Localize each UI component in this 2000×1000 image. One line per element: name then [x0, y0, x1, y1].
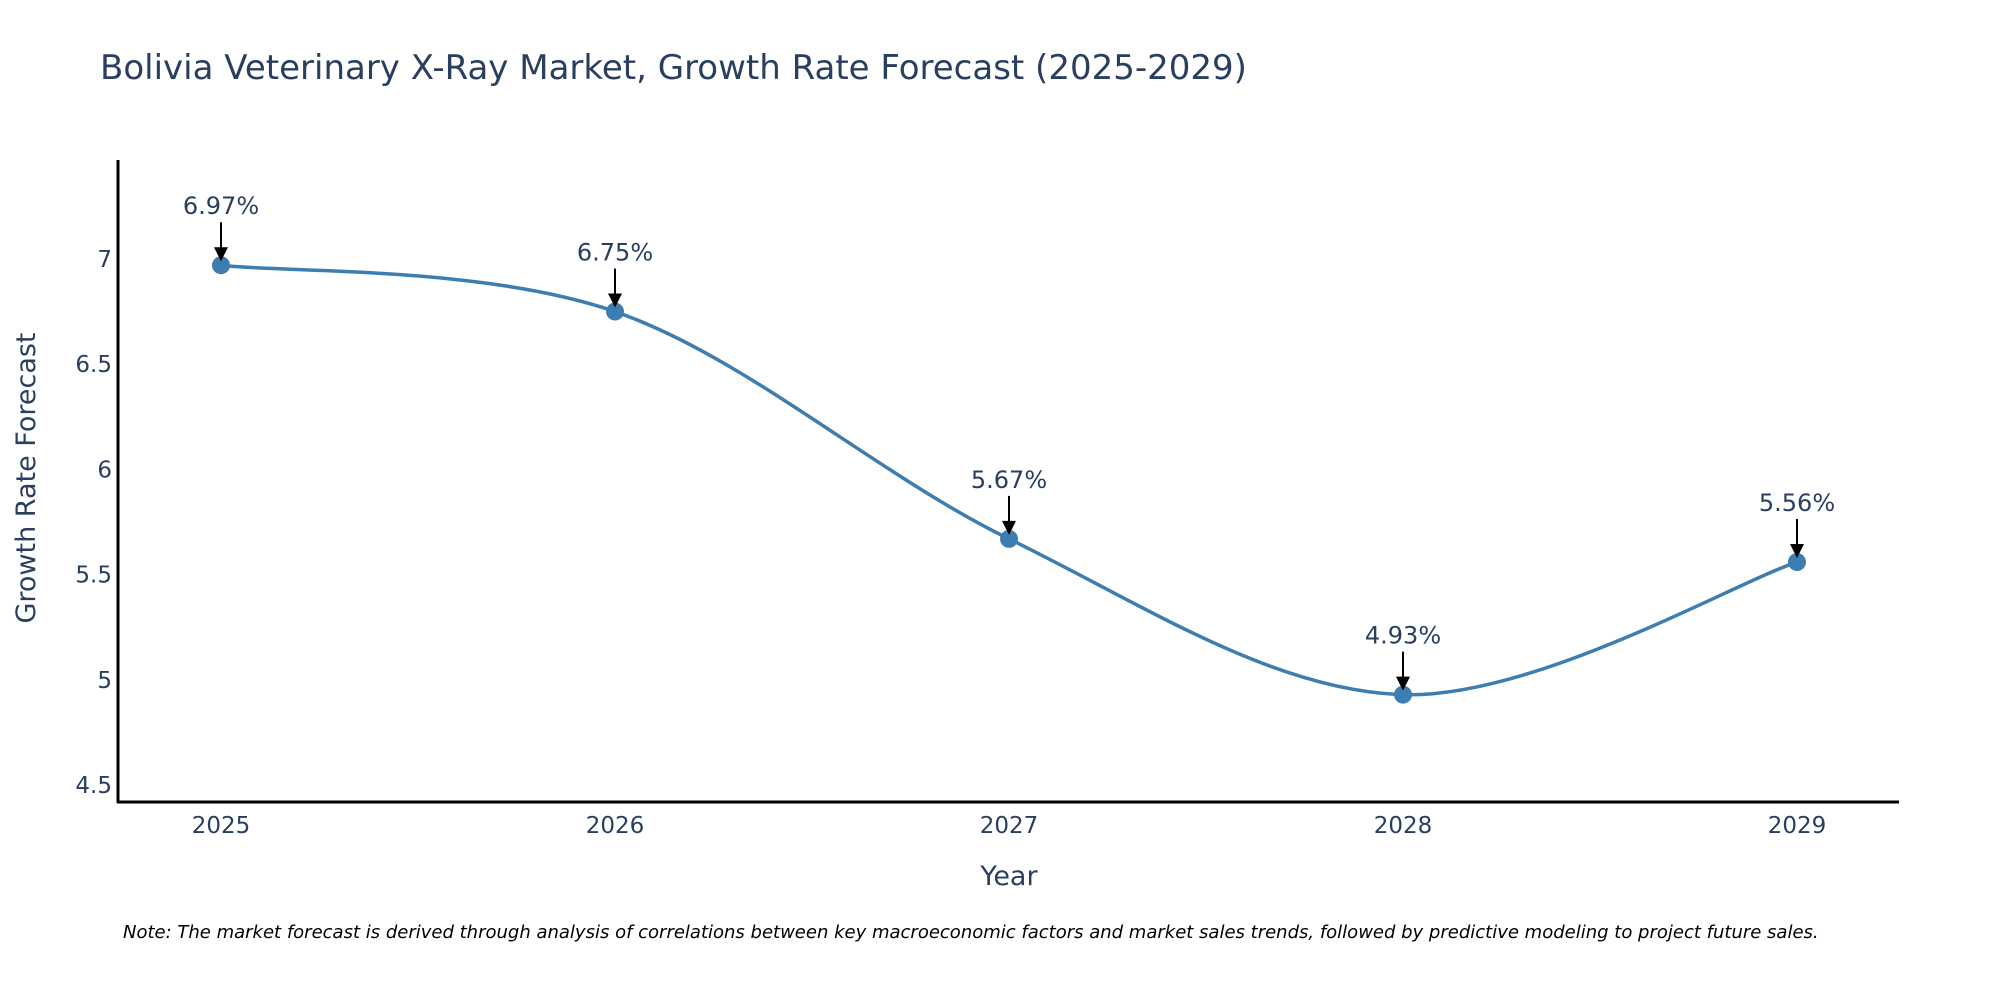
data-label: 4.93% [1365, 622, 1441, 650]
x-axis-ticks: 2025 2026 2027 2028 2029 [192, 813, 1827, 839]
annotation-arrow-head [608, 293, 622, 308]
x-tick-label: 2027 [980, 813, 1039, 839]
y-axis-title: Growth Rate Forecast [11, 332, 42, 623]
y-tick-label: 6.5 [75, 352, 112, 378]
data-markers [212, 256, 1806, 704]
data-point [1788, 553, 1806, 572]
annotation-arrow-head [214, 247, 228, 262]
data-label: 6.97% [183, 192, 259, 220]
annotation-arrow-head [1790, 544, 1804, 559]
data-annotation: 6.97% [183, 192, 259, 262]
x-tick-label: 2029 [1768, 813, 1827, 839]
x-tick-label: 2026 [586, 813, 645, 839]
x-axis-title: Year [979, 861, 1038, 892]
data-point [1000, 529, 1018, 548]
data-annotations: 6.97% 6.75% 5.67% 4.93% 5.56% [183, 192, 1835, 691]
axes [116, 160, 1899, 804]
y-tick-label: 7 [97, 247, 112, 273]
y-tick-label: 5 [97, 668, 112, 694]
y-tick-label: 5.5 [75, 563, 112, 589]
x-tick-label: 2028 [1374, 813, 1433, 839]
x-tick-label: 2025 [192, 813, 251, 839]
data-annotation: 6.75% [577, 239, 653, 308]
chart-note: Note: The market forecast is derived thr… [123, 922, 1819, 943]
data-point [1394, 685, 1412, 704]
chart-title: Bolivia Veterinary X-Ray Market, Growth … [100, 48, 1247, 88]
data-label: 5.67% [971, 466, 1047, 494]
data-label: 6.75% [577, 239, 653, 267]
annotation-arrow-head [1396, 676, 1410, 691]
data-point [212, 256, 230, 275]
annotation-arrow-head [1002, 520, 1016, 535]
data-annotation: 5.67% [971, 466, 1047, 535]
data-label: 5.56% [1759, 489, 1835, 517]
y-tick-label: 4.5 [75, 773, 112, 799]
data-point [606, 302, 624, 321]
y-axis-ticks: 4.5 5 5.5 6 6.5 7 [75, 247, 112, 799]
data-annotation: 5.56% [1759, 489, 1835, 559]
data-annotation: 4.93% [1365, 622, 1441, 691]
y-tick-label: 6 [97, 457, 112, 483]
